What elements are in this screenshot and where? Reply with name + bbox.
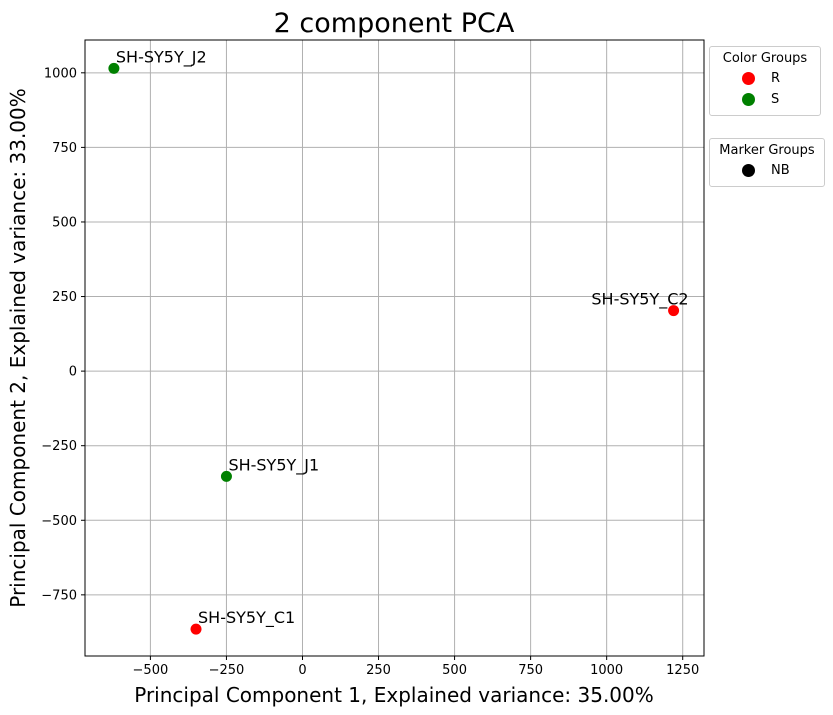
- y-tick-label: 250: [52, 290, 77, 305]
- legend-item-label: NB: [771, 163, 790, 178]
- x-axis-label: Principal Component 1, Explained varianc…: [134, 683, 654, 707]
- y-tick-label: −500: [41, 514, 77, 529]
- marker-legend-title: Marker Groups: [719, 143, 815, 158]
- point-label: SH-SY5Y_J2: [116, 47, 207, 67]
- x-tick-label: 0: [298, 663, 306, 678]
- legend-item-r: R: [714, 68, 816, 89]
- legend-item-label: R: [771, 71, 781, 86]
- legend-item-nb: NB: [714, 160, 820, 181]
- data-points: SH-SY5Y_J2 SH-SY5Y_C2 SH-SY5Y_J1 SH-SY5Y_C1: [108, 47, 689, 635]
- point-label: SH-SY5Y_C1: [198, 608, 295, 628]
- y-axis-label: Principal Component 2, Explained varianc…: [6, 88, 30, 608]
- color-groups-legend: Color Groups R S: [709, 46, 821, 116]
- green-marker-icon: [742, 93, 755, 106]
- y-tick-label: −750: [41, 588, 77, 603]
- color-legend-title: Color Groups: [722, 51, 808, 66]
- x-tick-label: 500: [442, 663, 467, 678]
- x-tick-label: 250: [366, 663, 391, 678]
- black-marker-icon: [742, 164, 755, 177]
- point-label: SH-SY5Y_J1: [228, 455, 319, 475]
- legend-item-s: S: [714, 89, 816, 110]
- data-point: [668, 305, 680, 317]
- y-tick-label: 0: [69, 365, 77, 380]
- x-tick-label: 1250: [666, 663, 699, 678]
- chart-title: 2 component PCA: [274, 8, 515, 39]
- legend-item-label: S: [771, 92, 780, 107]
- plot-area-frame: [84, 39, 705, 657]
- x-tick-label: −500: [133, 663, 169, 678]
- data-point: [108, 62, 120, 74]
- marker-groups-legend: Marker Groups NB: [709, 138, 825, 187]
- x-tick-label: −250: [209, 663, 245, 678]
- y-tick-label: 500: [52, 215, 77, 230]
- axis-ticks: −500 −250 0 250 500 750 1000 1250 −750 −500 −250 0 2…: [41, 66, 699, 678]
- x-tick-label: 750: [518, 663, 543, 678]
- data-point: [190, 623, 202, 635]
- y-tick-label: −250: [41, 439, 77, 454]
- y-tick-label: 1000: [44, 66, 77, 81]
- y-tick-label: 750: [52, 141, 77, 156]
- x-tick-label: 1000: [590, 663, 623, 678]
- grid-lines: [85, 40, 704, 656]
- red-marker-icon: [742, 72, 755, 85]
- point-label: SH-SY5Y_C2: [591, 290, 688, 310]
- data-point: [220, 470, 232, 482]
